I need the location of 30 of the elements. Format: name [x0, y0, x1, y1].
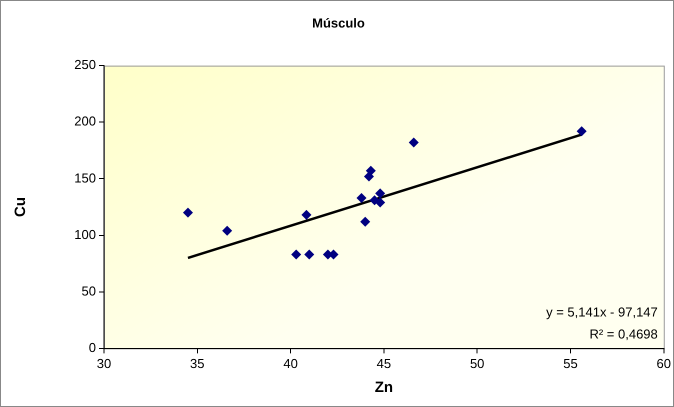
y-tick-label: 150	[74, 170, 96, 186]
x-tick-label: 55	[563, 356, 578, 371]
y-tick-label: 100	[74, 226, 96, 242]
y-tick-label: 250	[74, 57, 96, 72]
point	[576, 126, 587, 136]
y-tick-label: 200	[74, 114, 96, 129]
x-tick-label: 60	[656, 356, 672, 371]
x-tick-label: 50	[470, 356, 484, 371]
y-tick-label: 50	[82, 283, 96, 298]
point	[408, 138, 419, 148]
y-tick-label: 0	[88, 340, 96, 355]
point	[291, 250, 302, 260]
annotation: y = 5,141x - 97,147	[546, 304, 658, 320]
point	[364, 171, 374, 182]
point	[375, 188, 386, 198]
chart-title: Músculo	[312, 15, 365, 30]
x-tick-label: 40	[283, 356, 298, 371]
y-axis-title: Cu	[12, 197, 30, 217]
x-tick-label: 30	[96, 356, 112, 371]
x-tick-label: 45	[376, 356, 392, 371]
point	[301, 210, 312, 220]
point	[182, 208, 193, 218]
x-tick-label: 35	[190, 356, 205, 371]
point	[222, 226, 232, 236]
annotation: R² = 0,4698	[589, 326, 658, 342]
point	[375, 197, 386, 208]
point	[304, 250, 314, 260]
x-axis-title: Zn	[374, 379, 394, 396]
point	[360, 216, 370, 227]
point	[356, 192, 366, 203]
